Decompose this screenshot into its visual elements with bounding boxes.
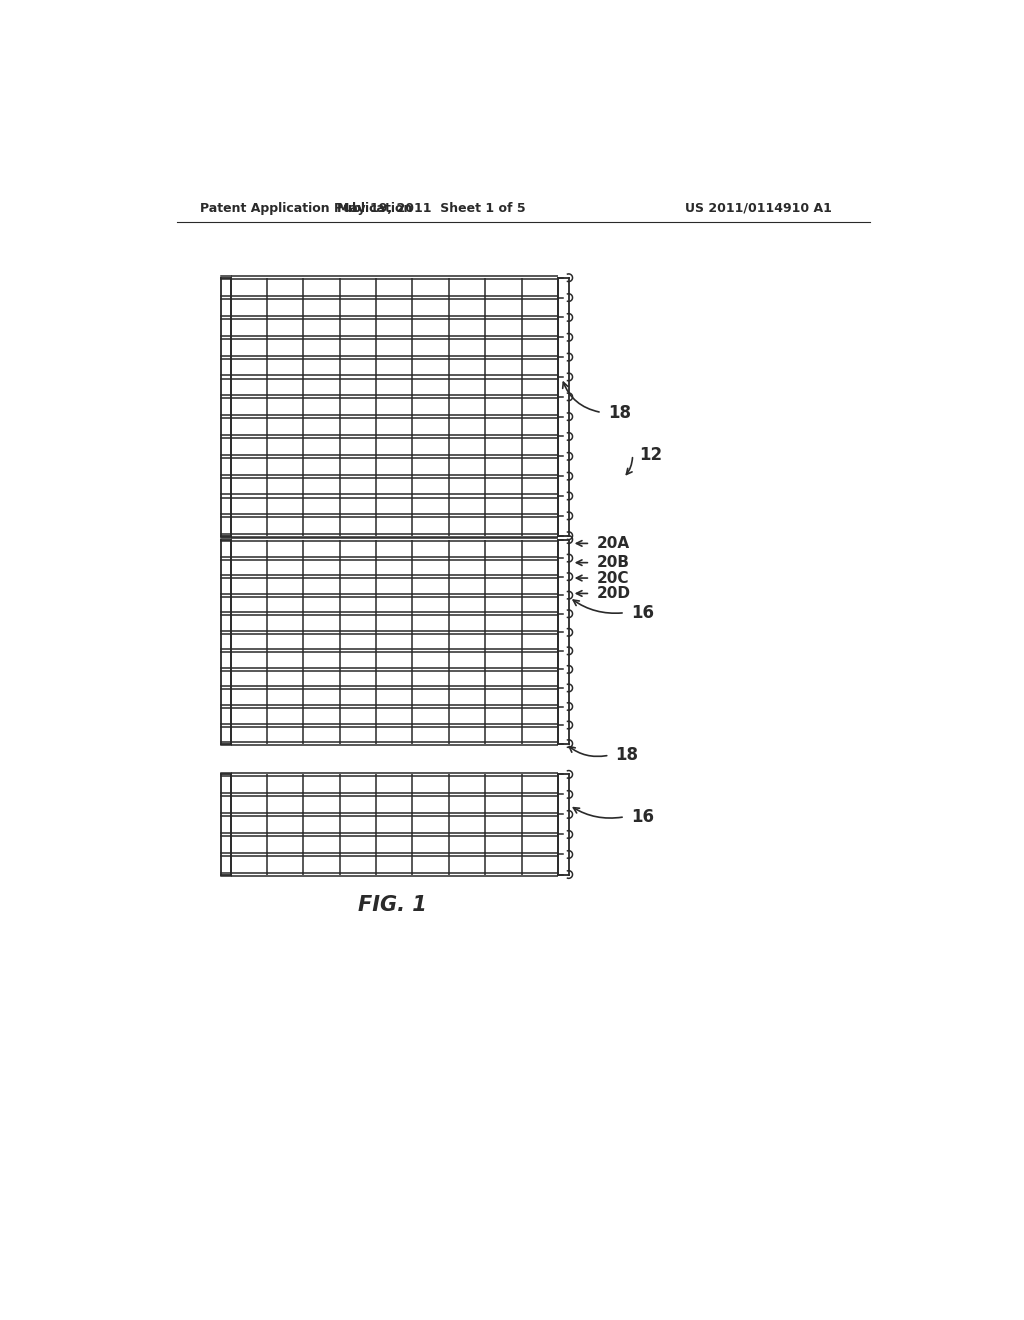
Text: 20C: 20C — [596, 570, 629, 586]
Text: 16: 16 — [631, 603, 654, 622]
Text: May 19, 2011  Sheet 1 of 5: May 19, 2011 Sheet 1 of 5 — [337, 202, 525, 215]
Text: 20B: 20B — [596, 556, 630, 570]
Text: Patent Application Publication: Patent Application Publication — [200, 202, 413, 215]
Text: 20D: 20D — [596, 586, 631, 601]
Text: 16: 16 — [631, 808, 654, 826]
Text: 18: 18 — [608, 404, 631, 421]
Text: US 2011/0114910 A1: US 2011/0114910 A1 — [685, 202, 831, 215]
Text: 20A: 20A — [596, 536, 630, 550]
Text: 12: 12 — [639, 446, 662, 463]
Text: 18: 18 — [615, 746, 639, 764]
Text: FIG. 1: FIG. 1 — [358, 895, 427, 915]
